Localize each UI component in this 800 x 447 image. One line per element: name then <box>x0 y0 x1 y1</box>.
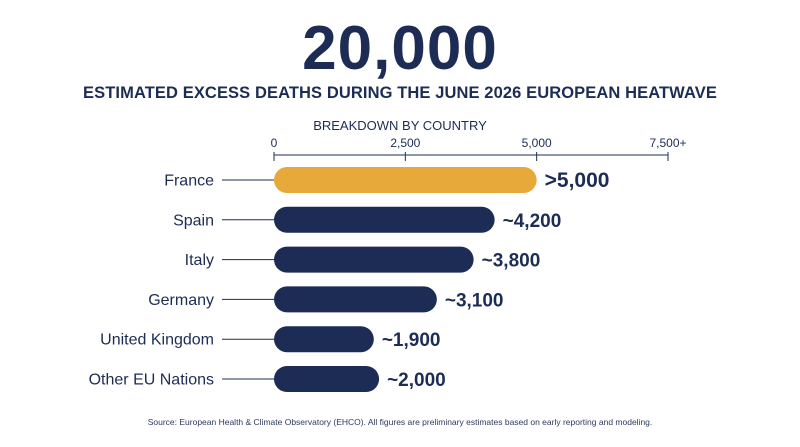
bar <box>274 206 495 233</box>
bar-value-label: ~4,200 <box>503 211 562 232</box>
source-note: Source: European Health & Climate Observ… <box>147 417 653 427</box>
bar-value-label: ~2,000 <box>387 370 446 391</box>
x-tick-label: 7,500+ <box>649 136 686 150</box>
bar <box>274 167 537 193</box>
bar-value-label: ~3,800 <box>482 251 541 272</box>
headline-subtitle: ESTIMATED EXCESS DEATHS DURING THE JUNE … <box>83 84 717 102</box>
bar <box>274 366 380 392</box>
category-label: United Kingdom <box>100 332 214 349</box>
x-tick-label: 5,000 <box>522 136 552 150</box>
category-label: Other EU Nations <box>89 372 214 389</box>
category-label: Germany <box>148 292 214 309</box>
category-label: France <box>164 173 214 190</box>
x-tick-label: 2,500 <box>390 136 420 150</box>
category-label: Italy <box>185 252 214 269</box>
headline-total: 20,000 <box>302 14 498 83</box>
bar-value-label: >5,000 <box>545 169 610 192</box>
bar <box>274 286 437 313</box>
bar <box>274 326 374 353</box>
x-tick-label: 0 <box>271 136 278 150</box>
bar <box>274 246 474 273</box>
bar-value-label: ~3,100 <box>445 290 504 311</box>
chart-title: BREAKDOWN BY COUNTRY <box>313 118 487 133</box>
bar-value-label: ~1,900 <box>382 330 441 351</box>
category-label: Spain <box>173 212 214 229</box>
